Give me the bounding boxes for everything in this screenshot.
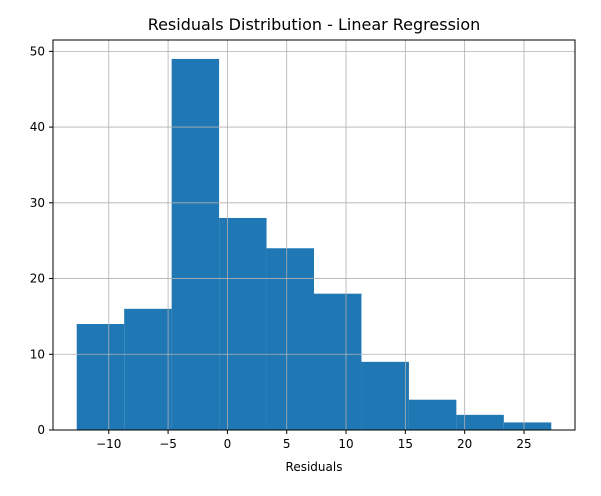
y-tick-label-2: 20 [30, 272, 45, 286]
x-tick-label-7: 25 [516, 437, 531, 451]
y-tick-label-3: 30 [30, 196, 45, 210]
histogram-bar-4 [266, 248, 314, 430]
histogram-bar-1 [124, 308, 172, 430]
axes-frame [52, 39, 576, 431]
x-tick-label-1: −5 [159, 437, 177, 451]
x-tick-label-3: 5 [283, 437, 291, 451]
x-tick-label-4: 10 [338, 437, 353, 451]
histogram-bar-2 [171, 58, 220, 430]
chart-title: Residuals Distribution - Linear Regressi… [148, 15, 481, 34]
histogram-bar-5 [314, 293, 362, 430]
histogram-bar-7 [408, 399, 457, 430]
x-tick-label-5: 15 [398, 437, 413, 451]
x-tick-label-6: 20 [457, 437, 472, 451]
histogram-bar-0 [76, 323, 125, 430]
y-tick-label-0: 0 [37, 423, 45, 437]
y-tick-label-1: 10 [30, 347, 45, 361]
y-tick-label-4: 40 [30, 120, 45, 134]
histogram-bar-6 [361, 361, 409, 430]
histogram-bar-9 [503, 422, 552, 430]
grid-lines [53, 40, 575, 431]
x-axis-ticks: −10 −5 0 5 10 15 20 25 [96, 430, 532, 451]
histogram-bar-3 [219, 217, 267, 430]
y-axis-ticks: 0 10 20 30 40 50 [30, 44, 53, 437]
histogram-bars [76, 58, 552, 430]
x-axis-label: Residuals [286, 460, 343, 474]
y-tick-label-5: 50 [30, 44, 45, 58]
histogram-bar-8 [456, 414, 504, 430]
x-tick-label-0: −10 [96, 437, 121, 451]
x-tick-label-2: 0 [224, 437, 232, 451]
